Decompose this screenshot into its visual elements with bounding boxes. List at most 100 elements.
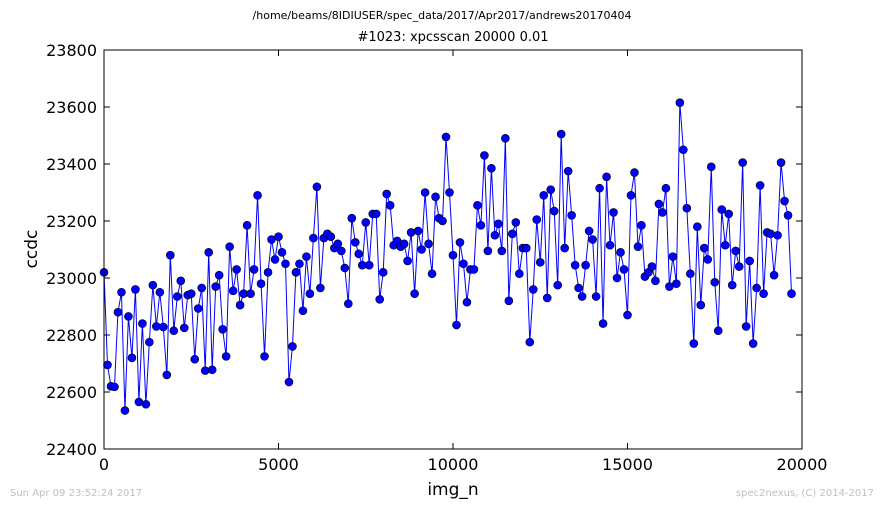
footer-credit: spec2nexus, (C) 2014-2017 <box>735 488 874 499</box>
data-point <box>727 280 737 290</box>
data-point <box>361 218 371 227</box>
data-point <box>748 339 758 348</box>
data-point <box>616 248 625 257</box>
y-tick-label: 23600 <box>46 98 97 117</box>
data-point <box>549 206 559 216</box>
data-point <box>612 273 622 283</box>
data-point <box>228 286 238 296</box>
data-point <box>385 201 395 210</box>
data-point <box>270 255 280 264</box>
data-point <box>410 289 419 298</box>
data-point <box>298 306 308 316</box>
data-point <box>127 353 137 363</box>
data-point <box>528 285 538 294</box>
data-point <box>441 132 451 142</box>
data-point <box>654 199 664 209</box>
data-point <box>145 337 154 347</box>
data-point <box>686 269 695 279</box>
data-point <box>448 250 458 260</box>
data-point <box>602 172 611 182</box>
data-point <box>553 280 563 290</box>
data-point <box>193 304 203 313</box>
data-point <box>490 230 500 240</box>
data-point <box>494 219 503 229</box>
data-point <box>207 365 217 375</box>
data-point <box>515 269 524 279</box>
data-point <box>316 283 325 293</box>
data-point <box>542 293 552 303</box>
data-point <box>420 188 430 197</box>
data-point <box>218 324 227 334</box>
data-point <box>473 201 482 210</box>
data-point <box>371 209 381 219</box>
data-point <box>131 285 140 294</box>
data-point <box>141 399 151 409</box>
series-layer <box>99 98 796 415</box>
x-tick-label: 5000 <box>258 455 299 474</box>
data-point <box>333 239 343 249</box>
data-point <box>172 292 182 301</box>
chart-title: #1023: xpcsscan 20000 0.01 <box>357 30 549 45</box>
data-point <box>403 256 412 266</box>
data-point <box>260 352 269 361</box>
data-point <box>375 295 385 304</box>
data-point <box>511 218 521 227</box>
data-point <box>337 246 346 256</box>
data-point <box>305 289 315 298</box>
data-point <box>117 287 126 297</box>
data-point <box>581 260 590 270</box>
data-point <box>577 292 587 301</box>
data-point <box>235 300 245 310</box>
data-point <box>672 279 681 289</box>
data-point <box>103 360 112 370</box>
y-tick-label: 22600 <box>46 383 97 402</box>
data-point <box>679 145 688 155</box>
data-point <box>246 289 255 298</box>
footer-timestamp: Sun Apr 09 23:52:24 2017 <box>10 488 143 499</box>
data-point <box>309 233 318 243</box>
data-point <box>124 312 133 321</box>
x-tick-label: 20000 <box>777 455 828 474</box>
data-point <box>487 163 496 173</box>
data-point <box>452 320 461 330</box>
data-point <box>563 166 573 176</box>
data-point <box>480 151 489 160</box>
data-point <box>291 267 301 277</box>
data-point <box>710 277 720 287</box>
data-point <box>424 239 433 249</box>
data-point <box>619 265 629 274</box>
data-point <box>766 229 775 239</box>
data-point <box>539 191 549 200</box>
y-tick-label: 23800 <box>46 41 97 60</box>
data-point <box>699 243 709 253</box>
data-point <box>312 182 322 192</box>
data-point <box>521 243 531 253</box>
data-point <box>225 242 234 251</box>
data-point <box>630 168 639 177</box>
y-tick-label: 23000 <box>46 269 97 288</box>
data-point <box>535 258 545 267</box>
data-point <box>179 323 189 333</box>
figure-suptitle: /home/beams/8IDIUSER/spec_data/2017/Apr2… <box>252 9 632 22</box>
data-point <box>249 265 259 274</box>
data-point <box>277 248 287 257</box>
data-point <box>406 228 416 237</box>
data-point <box>445 188 454 197</box>
data-point <box>759 289 768 298</box>
data-point <box>713 326 723 336</box>
data-point <box>647 262 657 271</box>
data-point <box>717 205 727 214</box>
data-point <box>417 245 426 254</box>
data-point <box>288 342 297 351</box>
data-point <box>609 208 618 217</box>
data-point <box>155 287 165 297</box>
data-point <box>148 280 158 290</box>
data-point <box>501 134 510 143</box>
data-point <box>682 203 692 213</box>
data-point <box>476 220 486 230</box>
data-point <box>204 248 213 257</box>
x-tick-label: 0 <box>99 455 109 474</box>
data-point <box>427 269 437 279</box>
data-point <box>159 322 168 332</box>
